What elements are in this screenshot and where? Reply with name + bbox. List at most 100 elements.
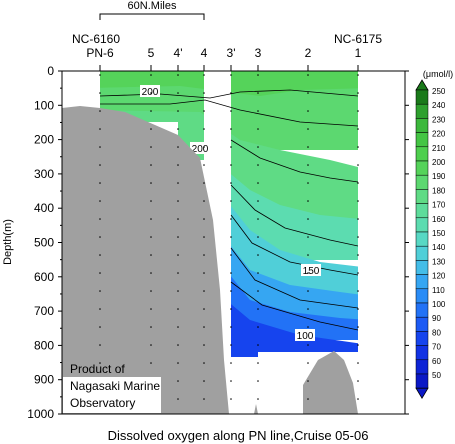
sample-dot-2 [177,236,179,238]
sample-dot-2 [177,362,179,364]
sample-dot-6 [307,326,309,328]
sample-dot-7 [357,272,359,274]
sample-dot-7 [357,326,359,328]
sample-dot-4 [230,92,232,94]
colorbar-swatch-0 [415,89,429,105]
scale-label: 60N.Miles [128,0,177,12]
contour-label-3: 100 [297,331,314,342]
sample-dot-5 [257,164,259,166]
colorbar-label-11: 140 [432,243,446,252]
sample-dot-7 [357,200,359,202]
colorbar-swatch-17 [415,331,429,346]
sample-dot-0 [99,236,101,238]
y-tick-label-7: 700 [34,304,54,318]
contour-label-2: 150 [303,266,320,277]
contour-label-bg-1 [190,142,210,154]
sample-dot-5 [257,236,259,238]
sample-dot-0 [99,200,101,202]
sample-dot-7 [357,92,359,94]
colorbar-label-16: 90 [432,314,441,323]
sample-dot-4 [230,362,232,364]
sample-dot-0 [99,272,101,274]
colorbar-label-13: 120 [432,272,446,281]
sample-dot-2 [177,290,179,292]
oxygen-band-7 [226,300,358,357]
sample-dot-6 [307,308,309,310]
oxygen-band-6 [226,270,358,340]
y-tick-label-0: 0 [47,64,54,78]
sample-dot-5 [257,344,259,346]
colorbar-label-12: 130 [432,257,446,266]
seafloor-right [303,351,358,414]
sample-dot-3 [203,398,205,400]
sample-dot-0 [99,254,101,256]
colorbar-swatch-15 [415,302,429,318]
sample-dot-3 [203,326,205,328]
station-label-0: PN-6 [86,46,114,60]
contour-label-0: 200 [142,87,159,98]
sample-dot-6 [307,344,309,346]
colorbar-swatch-4 [415,146,429,162]
colorbar-swatch-14 [415,288,429,304]
sample-dot-7 [357,128,359,130]
contour-label-bg-2 [301,264,321,276]
contour-line-4 [230,214,359,276]
sample-dot-4 [230,74,232,76]
scale-bar [99,13,205,20]
sample-dot-0 [99,290,101,292]
y-tick-label-8: 800 [34,338,54,352]
contour-line-2 [230,139,359,183]
colorbar-label-7: 180 [432,186,446,195]
colorbar-label-14: 110 [432,286,445,295]
sample-dot-3 [203,344,205,346]
sample-dot-4 [230,128,232,130]
y-tick-label-5: 500 [34,236,54,250]
seafloor-seamount [254,404,258,414]
sample-dot-1 [150,290,152,292]
sample-dot-2 [177,326,179,328]
sample-dot-3 [203,254,205,256]
sample-dot-0 [99,92,101,94]
sample-dot-5 [257,362,259,364]
sample-dot-3 [203,380,205,382]
contour-line-5 [230,247,359,309]
sample-dot-4 [230,272,232,274]
sample-dot-2 [177,74,179,76]
sample-dot-0 [99,110,101,112]
colorbar-swatch-13 [415,274,429,290]
sample-dot-6 [307,128,309,130]
colorbar-swatch-7 [415,189,429,204]
sample-dot-5 [257,92,259,94]
colorbar-swatch-2 [415,118,429,133]
sample-dot-1 [150,272,152,274]
sample-dot-1 [150,254,152,256]
sample-dot-3 [203,182,205,184]
sample-dot-7 [357,164,359,166]
colorbar-swatch-9 [415,217,429,233]
y-tick-label-2: 200 [34,133,54,147]
colorbar-label-15: 100 [432,300,446,309]
sample-dot-4 [230,398,232,400]
colorbar-label-1: 240 [432,101,446,110]
sample-dot-7 [357,380,359,382]
colorbar-bottom-arrow [415,387,429,399]
sample-dot-1 [150,344,152,346]
sample-dot-5 [257,308,259,310]
sample-dot-3 [203,236,205,238]
y-tick-label-1: 100 [34,98,54,112]
sample-dot-2 [177,164,179,166]
sample-dot-6 [307,254,309,256]
sample-dot-2 [177,272,179,274]
sample-dot-6 [307,236,309,238]
sample-dot-1 [150,92,152,94]
contour-label-bg-3 [295,329,315,341]
sample-dot-1 [150,146,152,148]
sample-dot-0 [99,218,101,220]
sample-dot-7 [357,236,359,238]
sample-dot-4 [230,290,232,292]
sample-dot-5 [257,110,259,112]
sample-dot-1 [150,308,152,310]
sample-dot-1 [150,218,152,220]
credit-line-2: Nagasaki Marine [70,379,160,393]
